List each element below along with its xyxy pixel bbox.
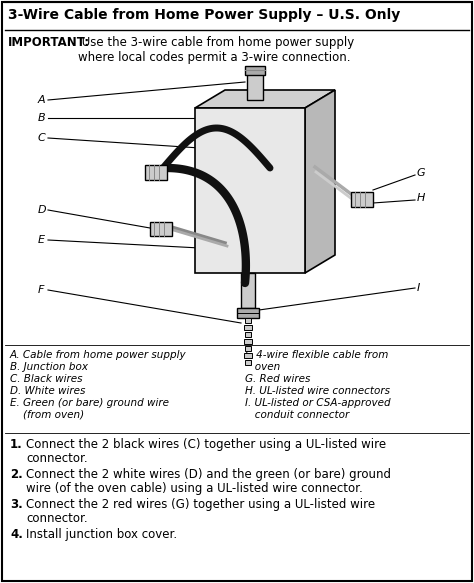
Bar (245, 66, 265, 75)
Bar (237, 308, 259, 318)
Text: H. UL-listed wire connectors: H. UL-listed wire connectors (245, 386, 390, 396)
Text: 4.: 4. (10, 528, 23, 541)
Text: G. Red wires: G. Red wires (245, 374, 310, 384)
Text: Install junction box cover.: Install junction box cover. (26, 528, 177, 541)
Text: B: B (38, 113, 46, 123)
Bar (245, 332, 251, 337)
Text: 2.: 2. (10, 468, 23, 481)
Text: connector.: connector. (26, 512, 88, 525)
Bar (244, 353, 252, 358)
Bar (150, 222, 172, 236)
Text: C: C (38, 133, 46, 143)
Bar (351, 192, 373, 207)
Text: Connect the 2 red wires (G) together using a UL-listed wire: Connect the 2 red wires (G) together usi… (26, 498, 375, 511)
Text: G: G (417, 168, 426, 178)
Text: 1.: 1. (10, 438, 23, 451)
Bar (247, 74, 263, 100)
Polygon shape (195, 90, 335, 108)
Text: 3.: 3. (10, 498, 23, 511)
Text: Connect the 2 white wires (D) and the green (or bare) ground: Connect the 2 white wires (D) and the gr… (26, 468, 391, 481)
Text: wire (of the oven cable) using a UL-listed wire connector.: wire (of the oven cable) using a UL-list… (26, 482, 363, 495)
Text: A. Cable from home power supply: A. Cable from home power supply (10, 350, 187, 360)
Text: D: D (38, 205, 46, 215)
Bar (195, 108, 305, 273)
Polygon shape (305, 90, 335, 273)
Bar (244, 325, 252, 330)
Text: I: I (417, 283, 420, 293)
Text: IMPORTANT:: IMPORTANT: (8, 36, 90, 49)
Bar (145, 165, 167, 180)
Text: F: F (38, 285, 45, 295)
Bar (241, 273, 255, 308)
Text: E. Green (or bare) ground wire
    (from oven): E. Green (or bare) ground wire (from ove… (10, 398, 169, 420)
Text: I. UL-listed or CSA-approved
   conduit connector: I. UL-listed or CSA-approved conduit con… (245, 398, 391, 420)
Text: D. White wires: D. White wires (10, 386, 85, 396)
Text: Connect the 2 black wires (C) together using a UL-listed wire: Connect the 2 black wires (C) together u… (26, 438, 386, 451)
Bar (245, 318, 251, 323)
Text: connector.: connector. (26, 452, 88, 465)
Text: A: A (38, 95, 46, 105)
Bar (245, 346, 251, 351)
Text: F. 4-wire flexible cable from
   oven: F. 4-wire flexible cable from oven (245, 350, 388, 371)
Text: 3-Wire Cable from Home Power Supply – U.S. Only: 3-Wire Cable from Home Power Supply – U.… (8, 8, 400, 22)
Text: H: H (417, 193, 425, 203)
Text: B. Junction box: B. Junction box (10, 362, 88, 372)
Bar (245, 360, 251, 365)
Text: Use the 3-wire cable from home power supply
where local codes permit a 3-wire co: Use the 3-wire cable from home power sup… (78, 36, 354, 64)
Bar (244, 339, 252, 344)
Text: C. Black wires: C. Black wires (10, 374, 82, 384)
Text: E: E (38, 235, 45, 245)
